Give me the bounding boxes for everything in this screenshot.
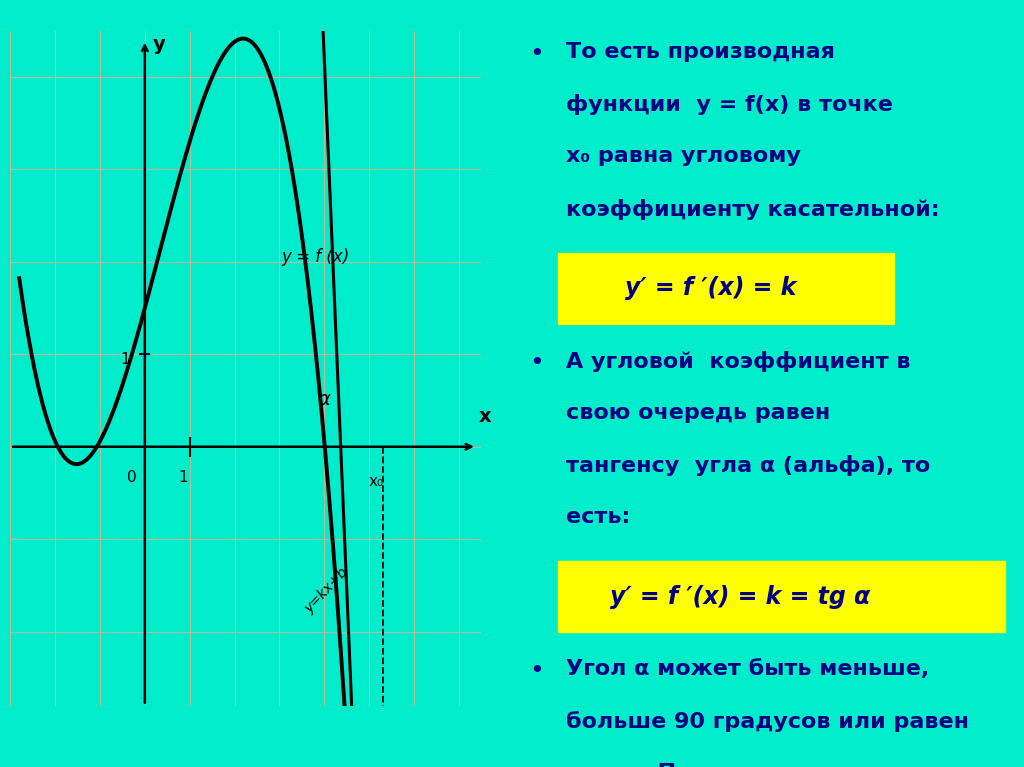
Text: y=kx+b: y=kx+b: [302, 565, 350, 616]
Text: 1: 1: [178, 470, 187, 485]
Text: •: •: [528, 659, 544, 683]
Text: То есть производная: То есть производная: [566, 42, 835, 62]
Text: y′ = f ′(x) = k: y′ = f ′(x) = k: [626, 276, 797, 301]
FancyBboxPatch shape: [558, 253, 894, 324]
Text: больше 90 градусов или равен: больше 90 градусов или равен: [566, 711, 969, 732]
Text: x₀: x₀: [369, 473, 383, 489]
Text: тангенсу  угла α (альфа), то: тангенсу угла α (альфа), то: [566, 455, 931, 476]
Text: х₀ равна угловому: х₀ равна угловому: [566, 146, 801, 166]
Text: коэффициенту касательной:: коэффициенту касательной:: [566, 199, 940, 219]
Text: y′ = f ′(x) = k = tg α: y′ = f ′(x) = k = tg α: [610, 584, 870, 609]
FancyBboxPatch shape: [558, 561, 1006, 632]
Text: Угол α может быть меньше,: Угол α может быть меньше,: [566, 659, 930, 679]
Text: y = f (x): y = f (x): [282, 248, 350, 266]
Text: •: •: [528, 42, 544, 66]
Text: •: •: [528, 351, 544, 374]
Text: функции  y = f(x) в точке: функции y = f(x) в точке: [566, 94, 893, 115]
Text: свою очередь равен: свою очередь равен: [566, 403, 830, 423]
Text: α: α: [317, 390, 331, 409]
Text: есть:: есть:: [566, 507, 631, 527]
Text: А угловой  коэффициент в: А угловой коэффициент в: [566, 351, 910, 371]
Text: 0: 0: [127, 470, 137, 485]
Text: нулю.  Проиллюстрируем, два: нулю. Проиллюстрируем, два: [566, 763, 962, 767]
Text: 1: 1: [120, 351, 129, 367]
Text: x: x: [479, 407, 492, 426]
Text: y: y: [153, 35, 166, 54]
